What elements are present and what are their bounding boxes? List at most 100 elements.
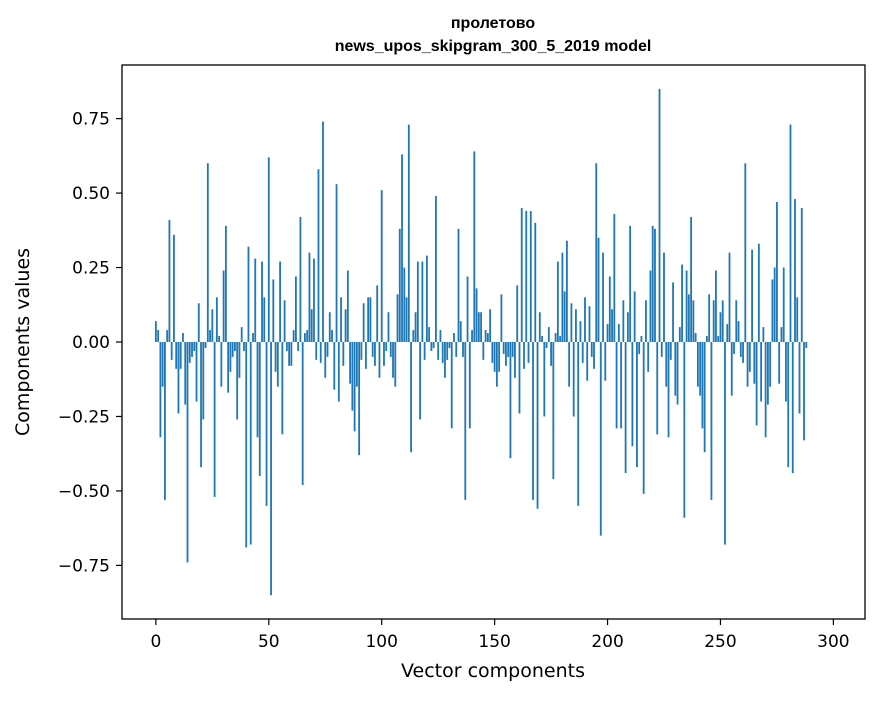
bar [285,342,288,351]
bar [590,342,593,357]
bar [441,342,444,363]
bar [717,336,720,342]
y-tick-label: 0.50 [72,184,110,204]
bar [272,279,275,342]
bar [739,342,742,357]
bar [220,342,223,387]
bar [715,270,717,342]
bar [240,327,243,342]
bar [690,216,693,342]
bar [620,342,622,429]
y-axis-label: Components values [12,248,34,436]
bar [541,336,543,342]
bar [215,297,218,342]
bar [204,342,207,348]
bar [699,342,702,396]
x-tick-label: 0 [150,632,161,652]
bar [563,291,566,342]
bar [403,267,406,342]
bar [256,342,259,438]
bar [773,267,776,342]
bar [656,342,659,435]
bar [543,342,546,417]
y-tick-label: −0.75 [58,556,110,576]
bar [663,252,665,342]
bar [791,342,794,474]
bar [769,342,772,387]
bar [669,342,672,360]
bar [154,321,157,342]
bar [545,342,548,348]
bar [319,342,322,363]
bar [435,196,437,342]
bar [599,342,602,536]
bar [595,163,598,342]
bar [538,312,541,342]
bar [696,342,699,387]
bar [683,342,686,518]
bar [276,342,279,387]
bar [787,342,790,468]
bar [514,342,516,378]
bar [685,270,688,342]
bar [615,342,618,429]
x-tick-label: 200 [591,632,623,652]
bar [446,342,449,360]
bar [489,309,492,342]
bar [624,342,627,474]
bar [328,312,331,342]
bar [753,342,756,384]
bar [665,342,668,387]
bar [523,342,525,369]
bar [349,342,351,384]
bar [444,342,446,378]
bar [636,342,638,468]
bar [681,264,683,342]
bar [484,330,487,342]
bar [346,270,349,342]
bar [507,342,510,357]
bar [536,342,539,509]
bar [324,342,327,378]
bar [317,169,320,342]
bar [414,312,417,342]
x-tick-label: 100 [365,632,397,652]
bar [270,342,272,596]
bar [721,300,724,342]
bar [584,297,586,342]
chart-title: пролетово [451,15,535,32]
bar [335,184,338,342]
bar [748,342,751,372]
bar [195,342,198,402]
bar [735,300,738,342]
bar [464,342,467,500]
bar [450,342,453,429]
y-tick-label: 0.25 [72,259,110,279]
bar [579,321,582,342]
bar [647,342,650,372]
bar [658,88,661,342]
bar [760,342,763,402]
bar [353,342,356,432]
bar [498,342,501,372]
bar [170,342,173,360]
bar [227,342,230,393]
bar [764,342,767,438]
bar [570,303,573,342]
bar [222,270,225,342]
y-tick-label: 0.00 [72,333,110,353]
bar [387,312,390,342]
x-axis-label: Vector components [401,660,585,682]
bar [794,199,796,342]
bar [175,342,178,369]
bar [294,276,297,342]
bar [161,342,164,387]
bar [645,300,647,342]
bar [267,157,270,342]
bar [617,324,620,342]
bar [581,342,584,363]
bar [482,342,485,360]
bar [520,207,523,342]
bar [430,342,433,351]
bar [649,270,652,342]
